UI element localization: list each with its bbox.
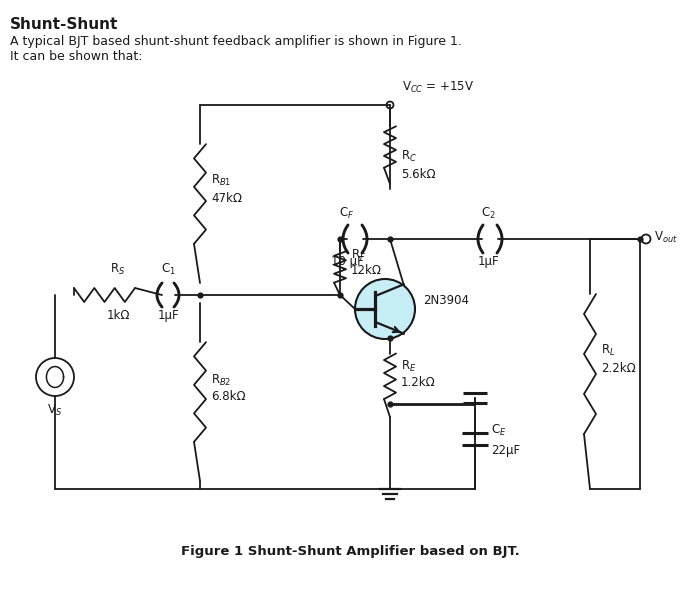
Text: V$_{CC}$ = +15V: V$_{CC}$ = +15V (402, 80, 474, 95)
Text: C$_2$: C$_2$ (481, 206, 496, 221)
Text: C$_F$: C$_F$ (340, 206, 355, 221)
Text: It can be shown that:: It can be shown that: (10, 50, 143, 63)
Text: 22μF: 22μF (491, 444, 520, 457)
Text: V$_S$: V$_S$ (48, 403, 62, 418)
Text: R$_S$: R$_S$ (111, 262, 125, 277)
Text: R$_{B1}$: R$_{B1}$ (211, 173, 232, 187)
Text: 2.2kΩ: 2.2kΩ (601, 362, 636, 374)
Text: 47kΩ: 47kΩ (211, 192, 242, 205)
Text: R$_F$: R$_F$ (351, 247, 366, 263)
Text: 6.8kΩ: 6.8kΩ (211, 389, 246, 402)
Text: C$_1$: C$_1$ (160, 262, 176, 277)
Text: R$_L$: R$_L$ (601, 343, 615, 358)
Text: V$_{out}$: V$_{out}$ (654, 229, 678, 245)
Text: R$_C$: R$_C$ (401, 149, 417, 164)
Text: 2N3904: 2N3904 (423, 294, 469, 307)
Text: Shunt-Shunt: Shunt-Shunt (10, 17, 118, 32)
Circle shape (355, 279, 415, 339)
Text: Figure 1 Shunt-Shunt Amplifier based on BJT.: Figure 1 Shunt-Shunt Amplifier based on … (181, 546, 519, 559)
Text: C$_E$: C$_E$ (491, 423, 507, 438)
Text: A typical BJT based shunt-shunt feedback amplifier is shown in Figure 1.: A typical BJT based shunt-shunt feedback… (10, 35, 462, 48)
Text: 10 μF: 10 μF (330, 255, 363, 268)
Text: 1.2kΩ: 1.2kΩ (401, 376, 435, 389)
Text: 1μF: 1μF (477, 255, 499, 268)
Text: 12kΩ: 12kΩ (351, 264, 382, 278)
Text: R$_{B2}$: R$_{B2}$ (211, 373, 232, 387)
Text: 1kΩ: 1kΩ (106, 309, 130, 322)
Text: R$_E$: R$_E$ (401, 359, 416, 374)
Text: 1μF: 1μF (158, 309, 178, 322)
Text: 5.6kΩ: 5.6kΩ (401, 168, 435, 180)
